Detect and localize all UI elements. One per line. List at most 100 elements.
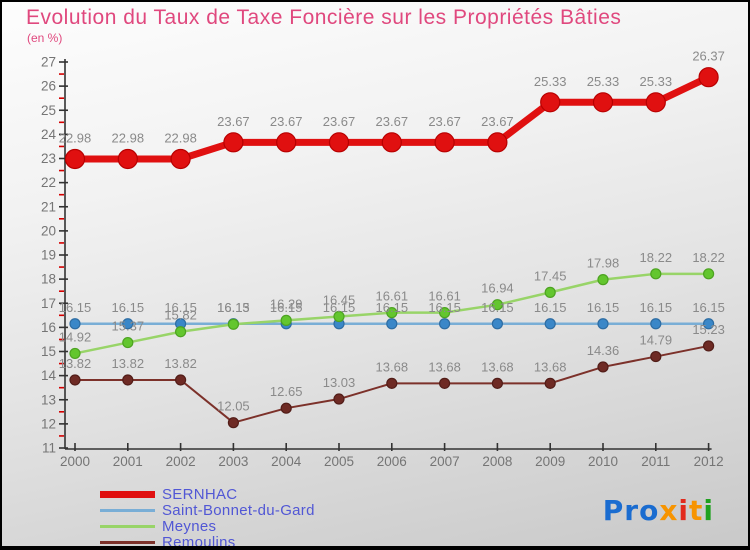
data-label: 13.68 <box>534 359 567 374</box>
x-axis-tick-label: 2003 <box>218 454 248 469</box>
y-axis-tick-label: 27 <box>41 55 56 70</box>
data-label: 14.36 <box>587 343 620 358</box>
data-label: 16.15 <box>270 300 303 315</box>
data-point <box>333 310 345 323</box>
data-label: 18.22 <box>640 250 673 265</box>
data-point <box>439 307 451 319</box>
data-point <box>175 326 187 338</box>
data-point <box>64 148 86 170</box>
data-label: 22.98 <box>59 130 92 145</box>
logo-letter: P <box>602 494 625 527</box>
y-axis-tick-label: 18 <box>41 272 56 287</box>
data-point <box>702 318 715 330</box>
data-point <box>698 67 719 88</box>
logo-letter: i <box>678 494 689 527</box>
data-label: 23.67 <box>270 114 303 129</box>
series-labels-remoulins: 13.82 13.82 13.82 12.05 12.65 13.03 13.68 13.68… <box>59 322 725 414</box>
data-point <box>439 377 451 389</box>
data-point <box>386 307 398 319</box>
data-label: 16.15 <box>587 300 620 315</box>
y-axis-tick-label: 17 <box>41 296 56 311</box>
data-point <box>544 377 556 389</box>
x-axis-tick-label: 2011 <box>641 454 670 469</box>
logo-letter: r <box>624 494 640 527</box>
x-axis-tick-label: 2004 <box>271 454 302 469</box>
data-label: 12.05 <box>217 399 250 414</box>
data-label: 16.15 <box>534 300 567 315</box>
data-point <box>328 132 350 153</box>
data-label: 16.61 <box>428 289 461 304</box>
x-axis-tick-label: 2001 <box>113 454 143 469</box>
data-point <box>69 347 81 360</box>
data-point <box>597 361 609 373</box>
data-point <box>122 318 134 330</box>
data-point <box>227 318 239 330</box>
data-label: 16.15 <box>692 300 725 315</box>
legend-swatch-saint-bonnet-du-gard <box>100 509 155 512</box>
data-point <box>544 286 556 298</box>
data-point <box>439 318 451 330</box>
legend-label: Saint-Bonnet-du-Gard <box>162 502 315 519</box>
data-point <box>650 350 662 363</box>
data-point <box>702 268 715 280</box>
data-point <box>491 377 503 389</box>
data-label: 25.33 <box>640 74 673 89</box>
legend-item-saint-bonnet-du-gard: Saint-Bonnet-du-Gard <box>100 502 315 519</box>
chart-title: Evolution du Taux de Taxe Foncière sur l… <box>26 6 622 29</box>
y-axis-tick-label: 11 <box>42 441 56 456</box>
data-point <box>386 377 398 389</box>
logo-letter: t <box>689 494 704 527</box>
data-label: 16.15 <box>481 300 514 315</box>
data-label: 16.29 <box>270 296 303 311</box>
data-point <box>69 318 81 330</box>
data-label: 14.79 <box>640 333 673 348</box>
data-label: 23.67 <box>481 114 514 129</box>
data-label: 16.15 <box>376 300 409 315</box>
data-label: 16.61 <box>376 289 409 304</box>
y-axis-tick-label: 21 <box>41 199 56 214</box>
data-point <box>491 318 503 330</box>
data-label: 23.67 <box>323 114 356 129</box>
legend-item-remoulins: Remoulins <box>100 535 315 546</box>
data-label: 13.68 <box>428 359 461 374</box>
data-point <box>645 92 666 113</box>
data-point <box>122 336 134 349</box>
data-label: 23.67 <box>217 114 250 129</box>
legend-swatch-sernhac <box>100 491 155 498</box>
logo-letter: i <box>703 494 714 527</box>
x-axis-tick-label: 2006 <box>377 454 407 469</box>
series-saint-bonnet-du-gard <box>69 318 715 330</box>
data-point <box>487 132 508 153</box>
data-label: 12.65 <box>270 384 303 399</box>
series-labels-saint-bonnet-du-gard: 16.15 16.15 16.15 16.15 16.15 16.15 16.15 16.15… <box>59 300 725 315</box>
y-axis-tick-label: 22 <box>41 175 56 190</box>
data-point <box>540 92 561 113</box>
series-labels-meynes: 14.92 15.37 15.82 16.13 16.29 16.45 16.61 16.61… <box>59 250 725 345</box>
data-label: 16.13 <box>217 300 250 315</box>
data-label: 16.15 <box>323 300 356 315</box>
legend-label: Meynes <box>162 518 217 535</box>
data-point <box>491 299 503 311</box>
data-label: 16.15 <box>217 300 250 315</box>
data-point <box>69 374 81 386</box>
data-label: 13.68 <box>376 359 409 374</box>
data-point <box>381 132 402 153</box>
axes: 11 12 13 14 15 16 17 18 19 20 21 22 23 24 25 26 27 2000 20… <box>41 55 724 470</box>
y-axis-tick-label: 13 <box>41 392 56 407</box>
chart-subtitle: (en %) <box>27 31 63 45</box>
data-label: 13.03 <box>323 375 356 390</box>
x-axis-tick-label: 2007 <box>430 454 460 469</box>
legend-swatch-remoulins <box>100 541 155 544</box>
data-point <box>650 268 662 280</box>
data-point <box>223 132 244 153</box>
data-point <box>280 402 292 414</box>
data-label: 22.98 <box>164 130 197 145</box>
data-label: 16.15 <box>59 300 92 315</box>
data-point <box>122 374 134 386</box>
series-sernhac <box>64 67 719 170</box>
data-label: 25.33 <box>534 74 567 89</box>
data-label: 15.37 <box>112 319 145 334</box>
proxiti-logo: Proxiti <box>603 494 714 527</box>
data-point <box>702 340 715 352</box>
